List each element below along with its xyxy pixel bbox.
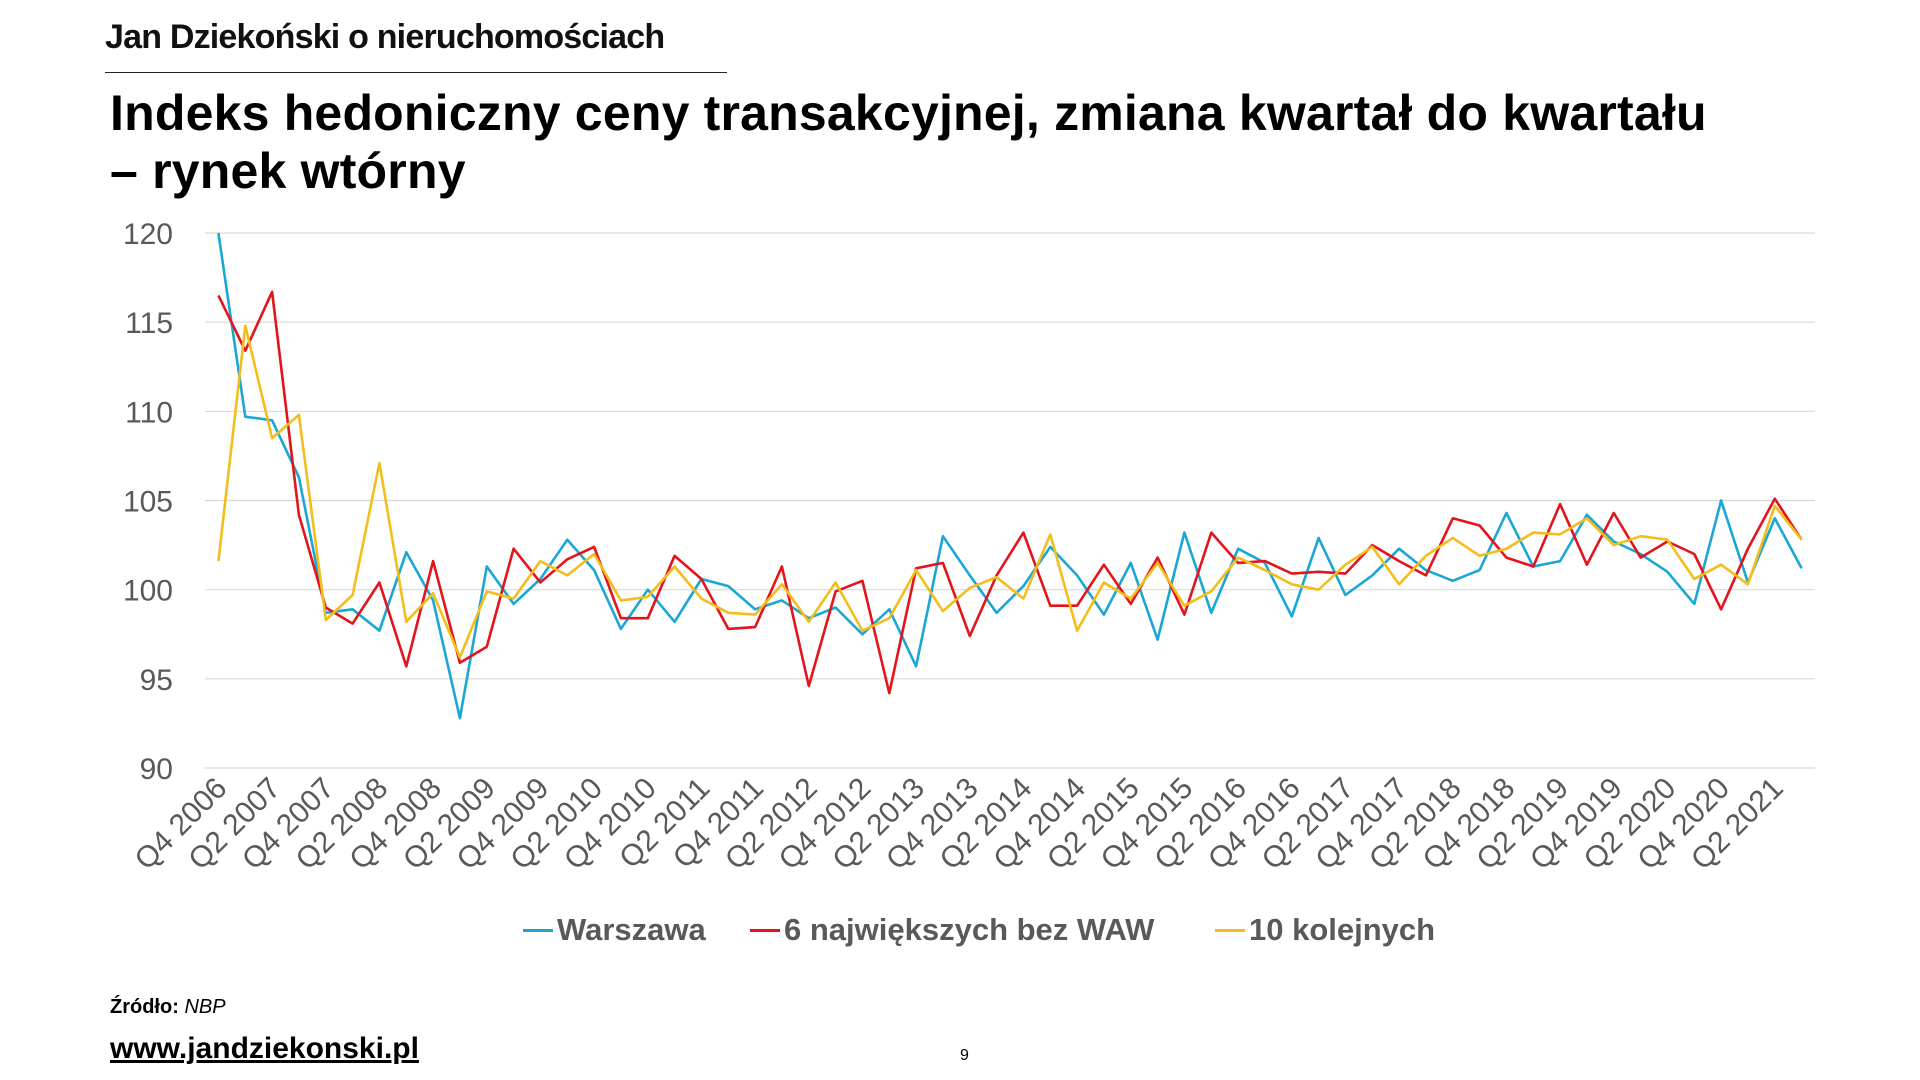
website-link[interactable]: www.jandziekonski.pl bbox=[110, 1032, 419, 1065]
legend-swatch-warszawa bbox=[523, 928, 553, 932]
y-tick-label: 110 bbox=[125, 396, 173, 429]
series-line-0 bbox=[217, 232, 1803, 720]
legend-swatch-10-kolejnych bbox=[1215, 928, 1245, 932]
chart-grid bbox=[205, 232, 1815, 769]
source-value: NBP bbox=[184, 996, 226, 1018]
y-tick-label: 100 bbox=[123, 575, 173, 608]
legend-item-10-kolejnych: 10 kolejnych bbox=[1215, 910, 1435, 950]
y-tick-label: 115 bbox=[125, 307, 173, 340]
series-line-2 bbox=[217, 324, 1803, 659]
legend-label-10-kolejnych: 10 kolejnych bbox=[1249, 912, 1436, 947]
legend-label-6-najwiekszych: 6 największych bez WAW bbox=[784, 912, 1155, 947]
title-line-2: – rynek wtórny bbox=[110, 143, 466, 199]
source-note: Źródło: NBP bbox=[110, 996, 226, 1019]
page-title: Indeks hedoniczny ceny transakcyjnej, zm… bbox=[110, 84, 1850, 200]
legend-item-warszawa: Warszawa bbox=[523, 910, 706, 950]
chart-series-lines bbox=[217, 232, 1803, 720]
y-tick-label: 105 bbox=[123, 486, 173, 519]
page-number: 9 bbox=[960, 1047, 969, 1064]
brand-name: Jan Dziekoński o nieruchomościach bbox=[105, 18, 665, 56]
title-line-1: Indeks hedoniczny ceny transakcyjnej, zm… bbox=[110, 85, 1707, 141]
y-tick-label: 95 bbox=[140, 664, 173, 697]
y-tick-label: 90 bbox=[140, 753, 173, 786]
brand-underline bbox=[105, 72, 727, 73]
series-line-1 bbox=[217, 290, 1803, 695]
y-tick-label: 120 bbox=[123, 218, 173, 251]
legend-label-warszawa: Warszawa bbox=[557, 912, 706, 947]
y-axis-tick-labels: 90 95 100 105 110 115 120 bbox=[123, 218, 173, 786]
source-label: Źródło: bbox=[110, 996, 179, 1018]
chart-legend: Warszawa 6 największych bez WAW 10 kolej… bbox=[0, 910, 1920, 950]
legend-swatch-6-najwiekszych bbox=[750, 928, 780, 932]
legend-item-6-najwiekszych: 6 największych bez WAW bbox=[750, 910, 1154, 950]
